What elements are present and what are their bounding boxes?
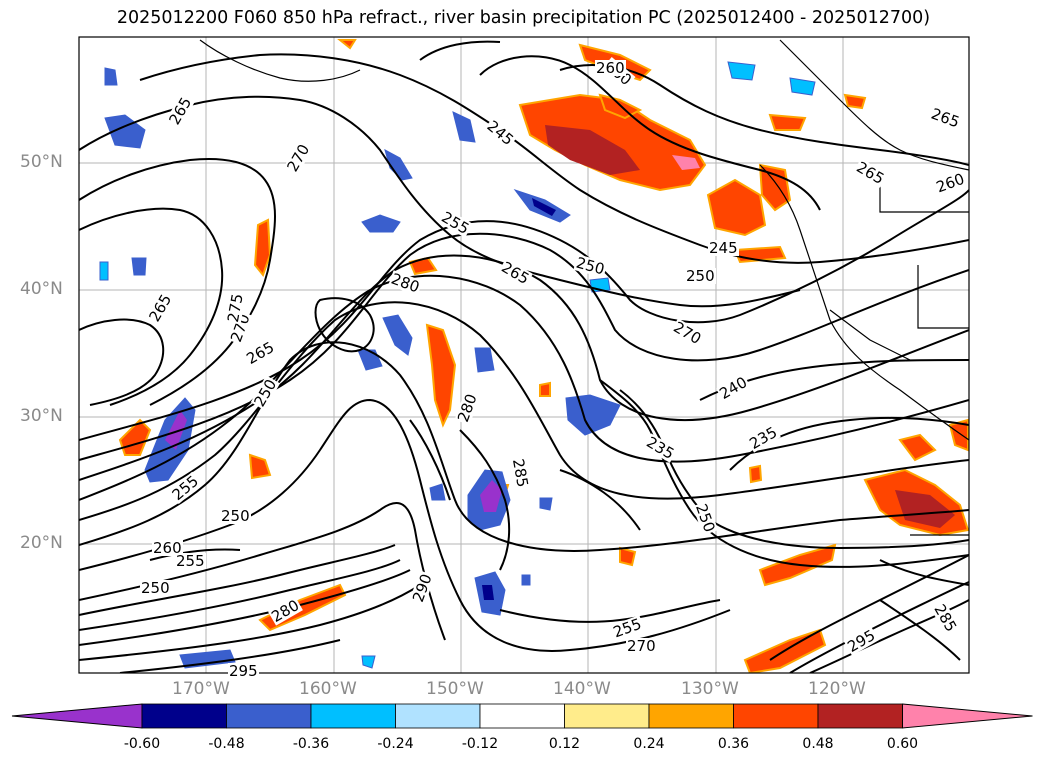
colorbar-segment [733,703,819,729]
graticule [79,37,969,673]
colorbar-segment [141,703,227,729]
contour-label: 260 [152,539,183,557]
contour-label: 245 [708,239,739,257]
contour-label: 250 [685,267,716,285]
colorbar-segment [395,703,481,729]
colorbar-extend-min [11,703,143,729]
colorbar-segment [479,703,565,729]
colorbar-segment [817,703,903,729]
contour-label: 295 [228,662,259,680]
colorbar-extend-max [902,703,1033,729]
colorbar-tick-label: -0.36 [292,736,330,752]
colorbar [11,703,1033,729]
coastlines [199,39,969,536]
colorbar-tick-label: 0.60 [886,736,919,752]
lon-label-140w: 140°W [553,679,611,699]
colorbar-segment [226,703,312,729]
contour-label: 260 [595,59,626,77]
colorbar-tick-label: -0.60 [123,736,161,752]
lat-label-30n: 30°N [20,406,63,426]
colorbar-tick-label: -0.12 [461,736,499,752]
colorbar-segment [310,703,396,729]
colorbar-tick-label: -0.48 [208,736,245,752]
lat-label-20n: 20°N [20,533,63,553]
lon-label-120w: 120°W [808,679,866,699]
lon-label-130w: 130°W [681,679,739,699]
colorbar-segment [564,703,650,729]
lat-label-40n: 40°N [20,279,63,299]
map-frame [78,36,970,674]
contour-label: 255 [175,552,206,570]
lon-label-160w: 160°W [299,679,357,699]
colorbar-tick-label: 0.24 [633,736,665,752]
positive-anomaly-regions [118,39,969,673]
lon-label-150w: 150°W [426,679,484,699]
lon-label-170w: 170°W [172,679,230,699]
colorbar-tick-label: -0.24 [377,736,414,752]
negative-anomaly-regions [99,61,816,669]
colorbar-tick-label: 0.36 [717,736,750,752]
colorbar-tick-label: 0.12 [548,736,581,752]
lat-label-50n: 50°N [20,152,63,172]
contour-label: 250 [220,507,251,525]
map-title: 2025012200 F060 850 hPa refract., river … [116,8,931,28]
contour-label: 250 [140,579,171,597]
colorbar-segment [648,703,734,729]
colorbar-tick-label: 0.48 [802,736,834,752]
contour-label: 270 [626,637,657,655]
